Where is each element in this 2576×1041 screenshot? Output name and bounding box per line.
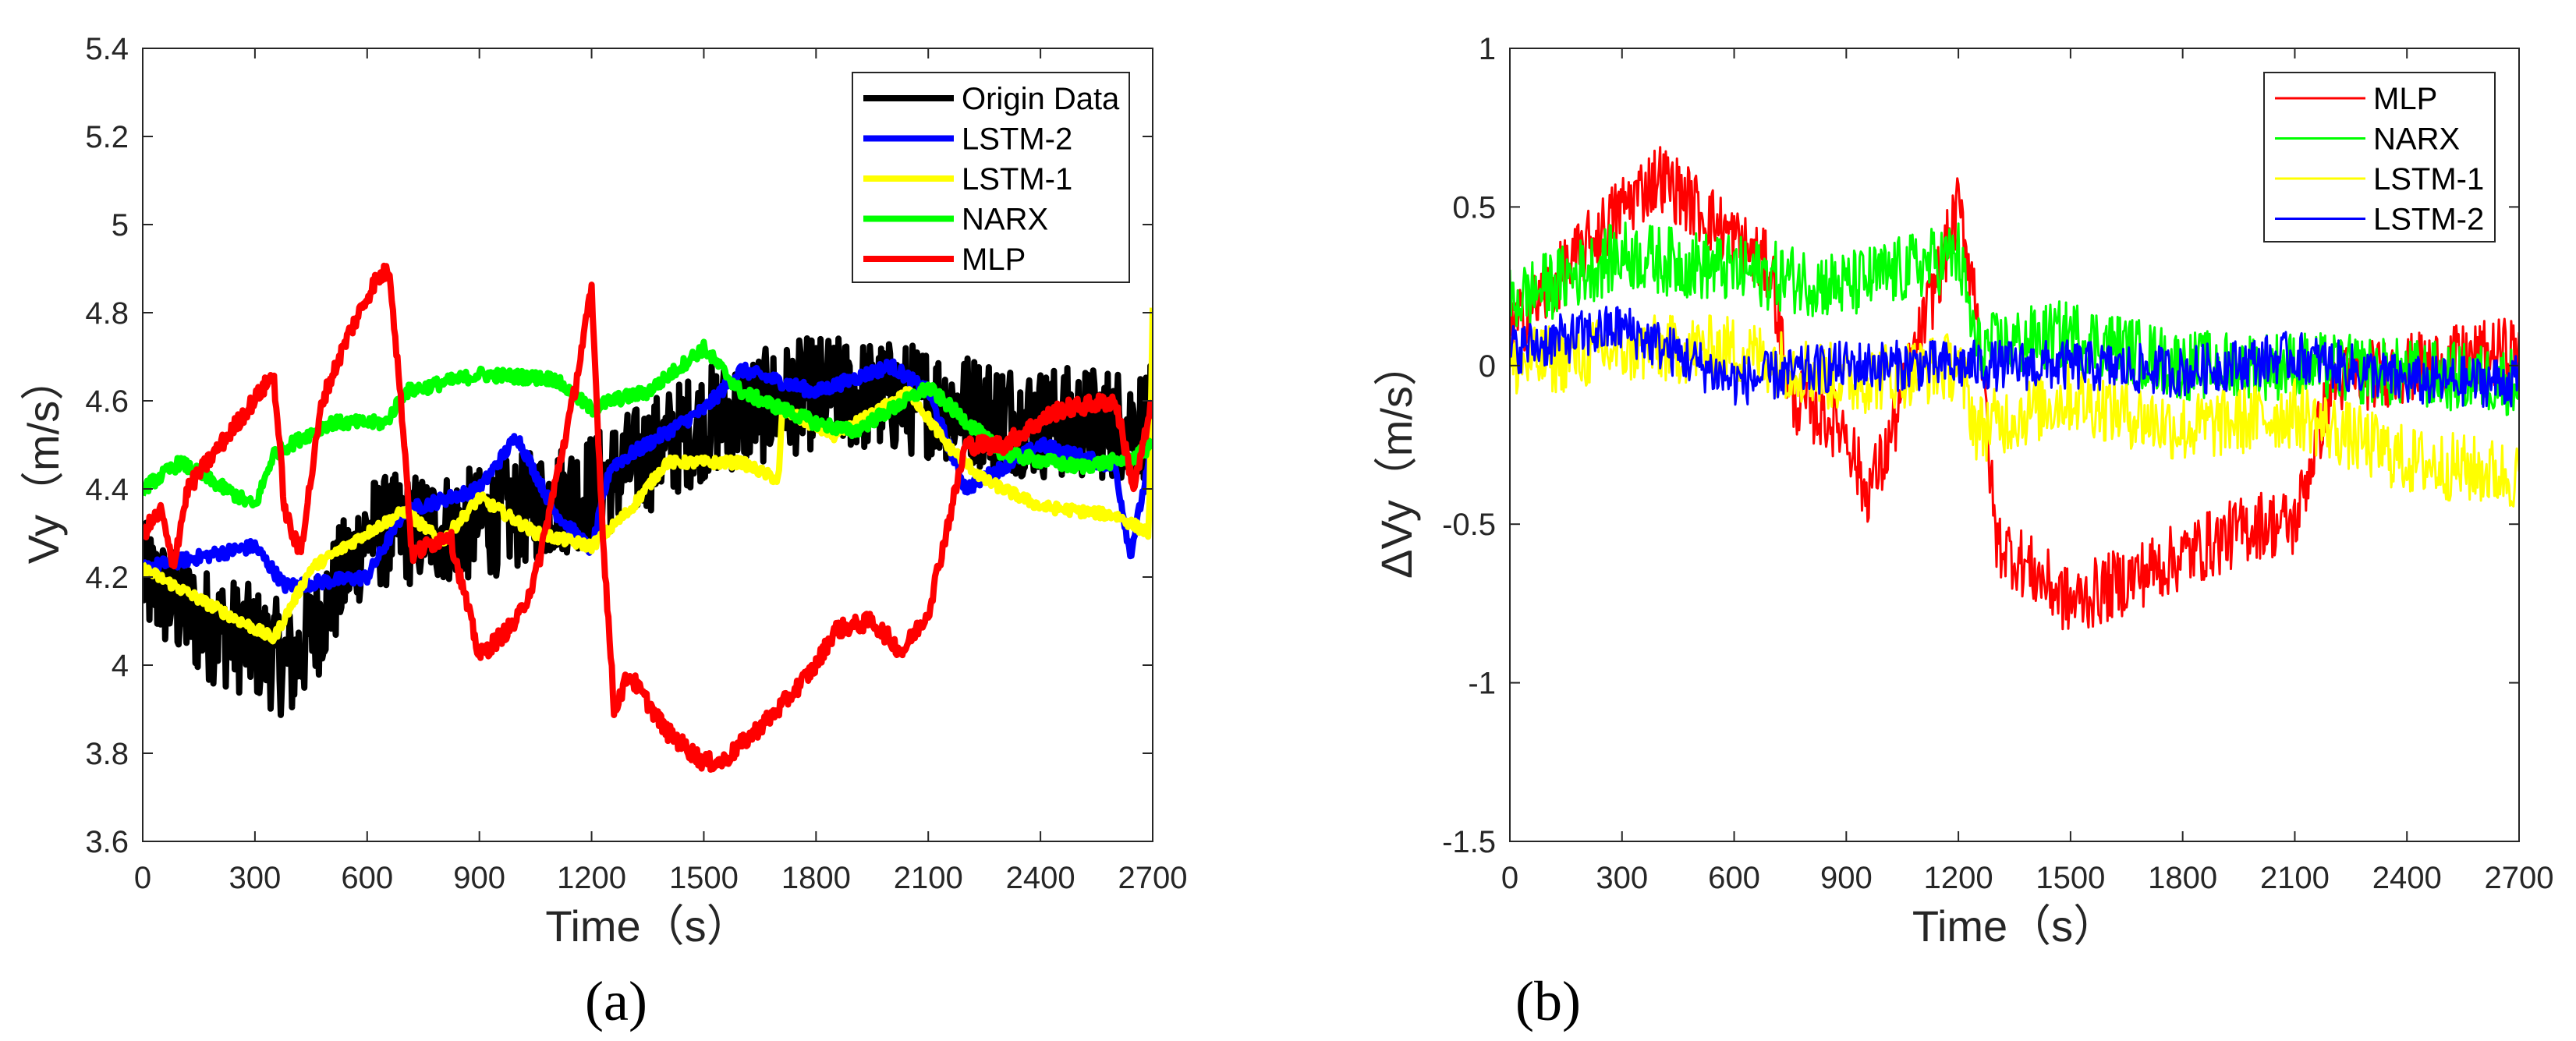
legend-label: NARX <box>2373 122 2460 157</box>
y-tick-label: 3.6 <box>85 825 129 859</box>
y-tick-label: -1 <box>1468 667 1496 701</box>
x-tick-label: 2100 <box>894 861 963 895</box>
y-axis-label: Vy（m/s） <box>19 357 68 564</box>
series-line-mlp <box>143 262 1153 773</box>
y-tick-label: 4.4 <box>85 473 129 507</box>
y-tick-label: 5.2 <box>85 120 129 154</box>
subfigure-caption: (b) <box>1515 970 1581 1032</box>
series-line-lstm-2 <box>1510 306 2519 408</box>
x-tick-label: 1800 <box>781 861 851 895</box>
x-tick-label: 2700 <box>1118 861 1188 895</box>
chart-b: 0 300 600 900 1200 1500 1800 2100 2400 2700 -1.5 -1… <box>1372 32 2553 1032</box>
y-tick-label: 4.6 <box>85 384 129 419</box>
x-tick-label: 300 <box>1596 861 1648 895</box>
x-tick-label: 300 <box>229 861 282 895</box>
x-tick-label: 2100 <box>2260 861 2330 895</box>
x-tick-label: 1500 <box>669 861 739 895</box>
x-tick-label: 2400 <box>1006 861 1075 895</box>
y-tick-label: 1 <box>1479 32 1496 66</box>
x-axis-label: Time（s） <box>545 901 749 951</box>
x-tick-label: 600 <box>341 861 393 895</box>
legend-label: MLP <box>962 243 1026 277</box>
series-line-narx <box>143 338 1153 509</box>
axes-frame <box>1509 48 2520 842</box>
legend-label: NARX <box>962 203 1048 237</box>
y-tick-label: -1.5 <box>1442 825 1496 859</box>
x-tick-label: 0 <box>134 861 151 895</box>
y-tick-label: 5 <box>112 208 129 243</box>
y-tick-label: 3.8 <box>85 737 129 771</box>
legend-box <box>2263 72 2496 243</box>
y-tick-label: 4.2 <box>85 561 129 595</box>
x-tick-label: 900 <box>453 861 505 895</box>
legend-label: LSTM-2 <box>2373 203 2484 237</box>
x-tick-label: 0 <box>1501 861 1518 895</box>
axes-frame <box>142 48 1153 842</box>
x-tick-label: 1800 <box>2148 861 2217 895</box>
y-tick-label: 0 <box>1479 349 1496 384</box>
legend-label: LSTM-1 <box>962 162 1072 197</box>
x-axis-label: Time（s） <box>1912 901 2117 951</box>
series-line-lstm-1 <box>143 307 1153 645</box>
legend: MLP NARX LSTM-1 LSTM-2 <box>2263 72 2496 243</box>
y-tick-label: 5.4 <box>85 32 129 66</box>
x-tick-label: 2400 <box>2372 861 2442 895</box>
legend-label: LSTM-2 <box>962 122 1072 157</box>
x-tick-label: 600 <box>1708 861 1760 895</box>
legend-label: LSTM-1 <box>2373 162 2484 197</box>
chart-a: 0 300 600 900 1200 1500 1800 2100 2400 2700 3.6 3.8… <box>19 32 1187 1032</box>
y-tick-label: -0.5 <box>1442 508 1496 542</box>
y-tick-label: 4 <box>112 649 129 683</box>
legend-label: Origin Data <box>962 82 1120 116</box>
y-tick-label: 0.5 <box>1452 190 1496 225</box>
legend: Origin Data LSTM-2 LSTM-1 NARX MLP <box>852 72 1130 283</box>
x-tick-label: 900 <box>1820 861 1873 895</box>
x-tick-label: 2700 <box>2485 861 2554 895</box>
y-tick-label: 4.8 <box>85 296 129 331</box>
x-tick-label: 1500 <box>2036 861 2105 895</box>
y-axis-label: ΔVy（m/s） <box>1372 342 1421 579</box>
subfigure-caption: (a) <box>585 970 647 1032</box>
x-tick-label: 1200 <box>557 861 626 895</box>
series-line-lstm-1 <box>1510 314 2519 508</box>
series-line-origin-data <box>143 335 1153 718</box>
legend-label: MLP <box>2373 82 2437 116</box>
x-tick-label: 1200 <box>1924 861 1993 895</box>
